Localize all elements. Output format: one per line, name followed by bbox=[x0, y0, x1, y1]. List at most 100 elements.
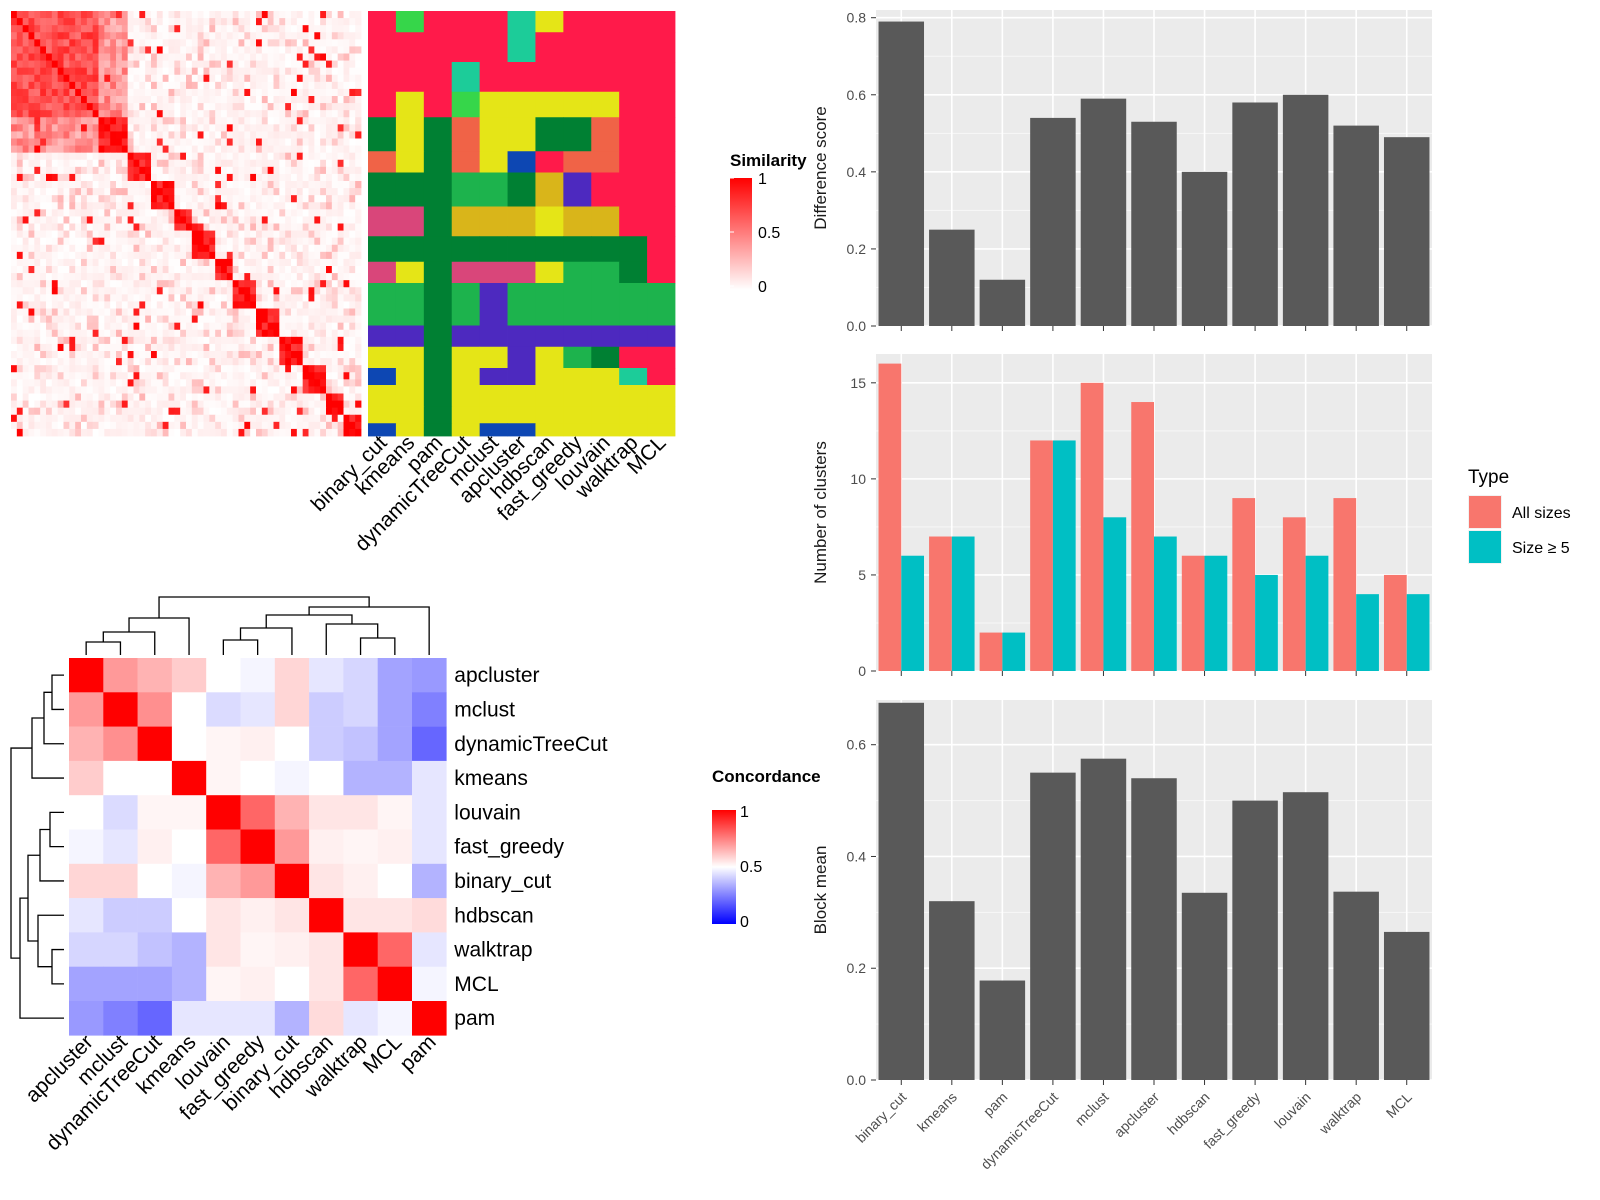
cluster-cell bbox=[591, 206, 620, 237]
similarity-cell bbox=[81, 202, 88, 210]
similarity-cell bbox=[226, 428, 234, 437]
similarity-cell bbox=[267, 414, 274, 423]
similarity-cell bbox=[139, 343, 146, 352]
similarity-cell bbox=[28, 273, 35, 281]
similarity-cell bbox=[221, 421, 228, 430]
similarity-cell bbox=[285, 32, 292, 40]
similarity-cell bbox=[81, 173, 88, 182]
similarity-cell bbox=[133, 202, 140, 210]
similarity-cell bbox=[267, 67, 274, 76]
similarity-cell bbox=[11, 301, 18, 309]
similarity-cell bbox=[81, 39, 88, 47]
concordance-cell bbox=[69, 795, 104, 830]
similarity-cell bbox=[308, 209, 315, 217]
similarity-cell bbox=[209, 173, 216, 182]
similarity-cell bbox=[121, 195, 129, 203]
similarity-cell bbox=[75, 428, 82, 437]
similarity-cell bbox=[244, 103, 251, 111]
similarity-cell bbox=[162, 393, 169, 401]
similarity-cell bbox=[180, 166, 187, 175]
similarity-cell bbox=[244, 322, 251, 331]
similarity-cell bbox=[250, 96, 257, 104]
similarity-cell bbox=[110, 351, 117, 359]
similarity-cell bbox=[69, 273, 76, 281]
similarity-cell bbox=[116, 273, 123, 281]
similarity-cell bbox=[133, 96, 140, 104]
similarity-cell bbox=[16, 258, 24, 267]
similarity-cell bbox=[22, 81, 29, 90]
similarity-cell bbox=[81, 393, 88, 401]
similarity-cell bbox=[75, 421, 82, 430]
cluster-cell bbox=[423, 261, 453, 284]
similarity-cell bbox=[40, 11, 47, 19]
similarity-cell bbox=[57, 145, 64, 154]
similarity-cell bbox=[314, 152, 321, 161]
similarity-cell bbox=[320, 351, 327, 359]
similarity-cell bbox=[256, 138, 263, 146]
cluster-cell bbox=[507, 236, 536, 263]
similarity-cell bbox=[244, 258, 251, 267]
similarity-cell bbox=[110, 308, 117, 316]
cluster-cell bbox=[563, 62, 592, 93]
similarity-cell bbox=[314, 103, 321, 111]
similarity-cell bbox=[174, 110, 181, 118]
similarity-cell bbox=[22, 266, 29, 274]
similarity-cell bbox=[11, 39, 18, 47]
similarity-cell bbox=[180, 280, 187, 288]
similarity-cell bbox=[349, 294, 356, 302]
similarity-cell bbox=[127, 67, 134, 76]
similarity-cell bbox=[256, 18, 263, 26]
similarity-cell bbox=[133, 258, 140, 267]
similarity-cell bbox=[116, 39, 123, 47]
similarity-cell bbox=[16, 131, 24, 139]
similarity-cell bbox=[308, 11, 315, 19]
similarity-cell bbox=[355, 46, 362, 54]
similarity-cell bbox=[279, 223, 286, 231]
bar bbox=[1232, 498, 1256, 671]
similarity-cell bbox=[63, 138, 70, 146]
similarity-cell bbox=[86, 230, 94, 239]
similarity-cell bbox=[191, 60, 199, 69]
similarity-cell bbox=[291, 60, 298, 69]
similarity-cell bbox=[343, 273, 350, 281]
similarity-cell bbox=[279, 351, 286, 359]
similarity-cell bbox=[326, 351, 333, 359]
similarity-cell bbox=[69, 166, 76, 175]
similarity-cell bbox=[180, 32, 187, 40]
similarity-cell bbox=[57, 117, 64, 125]
similarity-cell bbox=[267, 365, 274, 373]
similarity-cell bbox=[34, 400, 41, 409]
similarity-cell bbox=[116, 11, 123, 19]
similarity-cell bbox=[279, 74, 286, 83]
similarity-cell bbox=[116, 138, 123, 146]
similarity-cell bbox=[343, 315, 350, 324]
similarity-cell bbox=[46, 131, 53, 139]
similarity-cell bbox=[92, 336, 99, 345]
similarity-cell bbox=[349, 131, 356, 139]
similarity-cell bbox=[343, 173, 350, 182]
similarity-cell bbox=[75, 74, 82, 83]
similarity-cell bbox=[151, 202, 158, 210]
similarity-cell bbox=[331, 223, 339, 231]
similarity-cell bbox=[16, 173, 24, 182]
similarity-cell bbox=[174, 81, 181, 90]
y-tick-label: 0.4 bbox=[847, 164, 867, 180]
similarity-cell bbox=[203, 173, 210, 182]
cluster-cell bbox=[647, 346, 676, 369]
similarity-cell bbox=[349, 124, 356, 132]
similarity-cell bbox=[57, 152, 64, 161]
similarity-cell bbox=[244, 117, 251, 125]
similarity-cell bbox=[343, 32, 350, 40]
similarity-cell bbox=[285, 258, 292, 267]
y-tick-label: 0.4 bbox=[847, 848, 867, 864]
similarity-cell bbox=[355, 273, 362, 281]
similarity-cell bbox=[16, 138, 24, 146]
similarity-cell bbox=[302, 188, 309, 196]
similarity-cell bbox=[238, 216, 245, 224]
similarity-cell bbox=[34, 308, 41, 316]
similarity-cell bbox=[291, 173, 298, 182]
concordance-cell bbox=[274, 966, 310, 1002]
similarity-cell bbox=[57, 216, 64, 224]
similarity-cell bbox=[308, 372, 315, 380]
concordance-cell bbox=[206, 760, 241, 796]
